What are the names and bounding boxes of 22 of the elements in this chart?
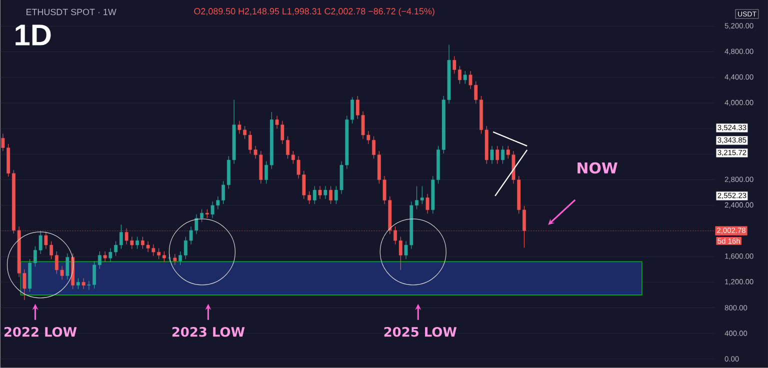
annotation: 1D (16, 24, 51, 46)
annotation: NOW (578, 162, 618, 174)
candlestick (66, 253, 70, 280)
annotation: 2023 LOW (172, 327, 245, 337)
text: ETHUSDT SPOT · 1W (26, 8, 116, 16)
candlestick (324, 186, 328, 200)
candlestick (318, 186, 322, 200)
candlestick (490, 146, 494, 164)
candlestick (501, 146, 504, 164)
candlestick (329, 186, 332, 204)
annotation: 2022 LOW (4, 327, 77, 337)
candlestick (76, 278, 80, 290)
text: O2,089.50 H2,148.95 L1,998.31 C2,002.78 −86.72 (−4.15%) (194, 8, 434, 16)
candlestick (136, 236, 140, 250)
candlestick (426, 194, 430, 214)
annotation: 2025 LOW (384, 327, 457, 337)
candlestick (312, 186, 316, 204)
candlestick (173, 254, 177, 266)
candlestick (496, 146, 500, 164)
candlestick (82, 278, 86, 290)
candlestick (103, 251, 107, 262)
candlestick (463, 70, 467, 84)
